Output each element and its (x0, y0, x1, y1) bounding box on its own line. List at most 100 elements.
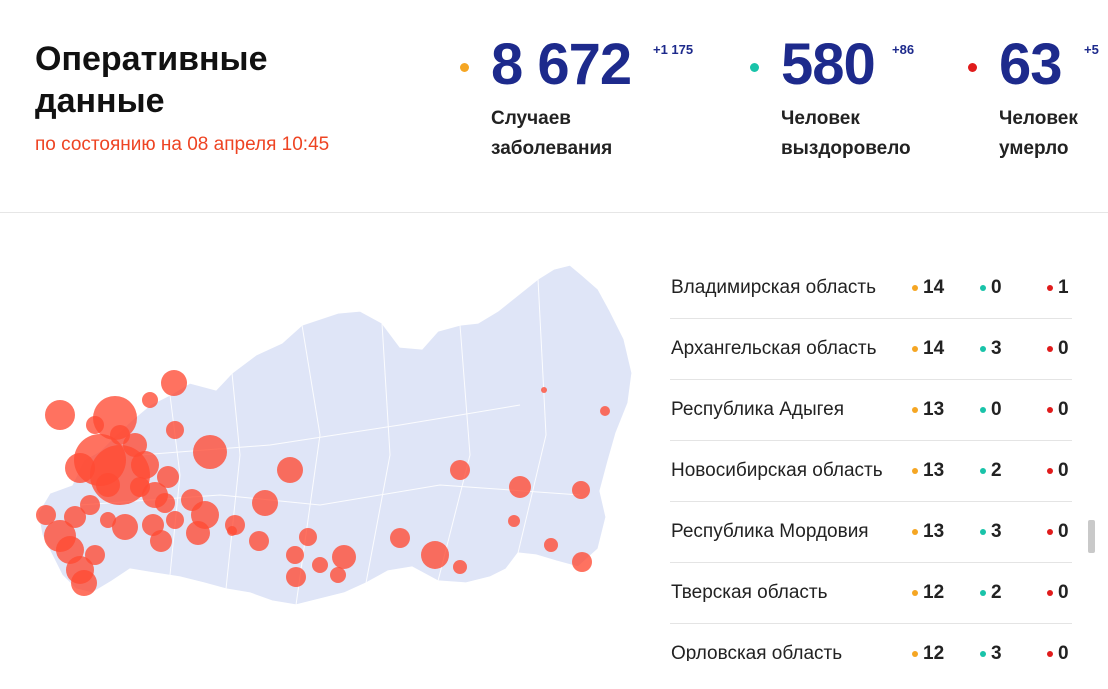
case-bubble[interactable] (286, 567, 306, 587)
deaths-cell: 0 (1047, 563, 1069, 623)
case-bubble[interactable] (166, 421, 184, 439)
case-bubble[interactable] (64, 506, 86, 528)
region-name: Архангельская область (671, 338, 877, 359)
table-row[interactable]: Орловская область 12 3 0 (670, 624, 1072, 661)
case-bubble[interactable] (142, 392, 158, 408)
recovered-dot-icon (980, 590, 986, 596)
case-bubble[interactable] (286, 546, 304, 564)
table-row[interactable]: Новосибирская область 13 2 0 (670, 441, 1072, 502)
case-bubble[interactable] (80, 495, 100, 515)
russia-cases-map[interactable] (20, 255, 650, 620)
case-bubble[interactable] (421, 541, 449, 569)
recovered-dot-icon (980, 468, 986, 474)
case-bubble[interactable] (227, 526, 237, 536)
cases-label-line2: заболевания (491, 138, 613, 159)
case-bubble[interactable] (186, 521, 210, 545)
deaths-dot-icon (1047, 468, 1053, 474)
recovered-delta: +86 (892, 42, 915, 57)
cases-cell: 14 (912, 258, 944, 318)
cases-dot-icon (912, 590, 918, 596)
case-bubble[interactable] (110, 425, 130, 445)
region-name: Республика Мордовия (671, 521, 869, 542)
case-bubble[interactable] (600, 406, 610, 416)
table-row[interactable]: Республика Мордовия 13 3 0 (670, 502, 1072, 563)
regions-table[interactable]: Владимирская область 14 0 1 Архангельска… (670, 258, 1072, 661)
recovered-dot-icon (980, 407, 986, 413)
deaths-dot-icon (1047, 285, 1053, 291)
cases-cell: 13 (912, 380, 944, 440)
case-bubble[interactable] (453, 560, 467, 574)
deaths-cell: 0 (1047, 502, 1069, 562)
cases-cell: 12 (912, 563, 944, 623)
cases-cell: 13 (912, 502, 944, 562)
case-bubble[interactable] (508, 515, 520, 527)
case-bubble[interactable] (332, 545, 356, 569)
case-bubble[interactable] (155, 493, 175, 513)
case-bubble[interactable] (572, 481, 590, 499)
recovered-dot-icon (980, 285, 986, 291)
header: Оперативные данные по состоянию на 08 ап… (0, 0, 1108, 213)
case-bubble[interactable] (390, 528, 410, 548)
case-bubble[interactable] (131, 451, 159, 479)
case-bubbles (36, 370, 610, 596)
case-bubble[interactable] (166, 511, 184, 529)
case-bubble[interactable] (299, 528, 317, 546)
case-bubble[interactable] (572, 552, 592, 572)
case-bubble[interactable] (544, 538, 558, 552)
recovered-dot-icon (980, 651, 986, 657)
deaths-label-line2: умерло (999, 138, 1069, 159)
deaths-dot-icon (1047, 346, 1053, 352)
cases-dot-icon (912, 407, 918, 413)
case-bubble[interactable] (112, 514, 138, 540)
cases-dot-icon (460, 63, 469, 72)
case-bubble[interactable] (130, 477, 150, 497)
case-bubble[interactable] (96, 473, 120, 497)
case-bubble[interactable] (86, 416, 104, 434)
case-bubble[interactable] (100, 512, 116, 528)
deaths-cell: 0 (1047, 319, 1069, 379)
region-name: Республика Адыгея (671, 399, 844, 420)
deaths-dot-icon (1047, 529, 1053, 535)
case-bubble[interactable] (36, 505, 56, 525)
recovered-cell: 0 (980, 380, 1002, 440)
deaths-delta: +5 (1084, 42, 1099, 57)
case-bubble[interactable] (193, 435, 227, 469)
cases-dot-icon (912, 651, 918, 657)
case-bubble[interactable] (71, 570, 97, 596)
case-bubble[interactable] (541, 387, 547, 393)
deaths-cell: 1 (1047, 258, 1069, 318)
deaths-dot-icon (1047, 407, 1053, 413)
table-row[interactable]: Архангельская область 14 3 0 (670, 319, 1072, 380)
recovered-count: 580 (781, 32, 876, 97)
recovered-cell: 2 (980, 563, 1002, 623)
recovered-dot-icon (750, 63, 759, 72)
table-row[interactable]: Владимирская область 14 0 1 (670, 258, 1072, 319)
case-bubble[interactable] (85, 545, 105, 565)
table-row[interactable]: Республика Адыгея 13 0 0 (670, 380, 1072, 441)
case-bubble[interactable] (249, 531, 269, 551)
case-bubble[interactable] (509, 476, 531, 498)
deaths-cell: 0 (1047, 441, 1069, 501)
cases-label-line1: Случаев (491, 108, 571, 129)
case-bubble[interactable] (277, 457, 303, 483)
cases-cell: 13 (912, 441, 944, 501)
case-bubble[interactable] (65, 453, 95, 483)
deaths-cell: 0 (1047, 624, 1069, 661)
case-bubble[interactable] (161, 370, 187, 396)
table-scrollbar[interactable] (1088, 520, 1095, 553)
case-bubble[interactable] (330, 567, 346, 583)
case-bubble[interactable] (150, 530, 172, 552)
case-bubble[interactable] (252, 490, 278, 516)
recovered-label-line1: Человек (781, 108, 860, 129)
case-bubble[interactable] (157, 466, 179, 488)
table-row[interactable]: Тверская область 12 2 0 (670, 563, 1072, 624)
region-name: Тверская область (671, 582, 828, 603)
case-bubble[interactable] (312, 557, 328, 573)
region-name: Владимирская область (671, 277, 876, 298)
case-bubble[interactable] (45, 400, 75, 430)
recovered-cell: 3 (980, 502, 1002, 562)
deaths-count: 63 (999, 32, 1063, 97)
case-bubble[interactable] (450, 460, 470, 480)
recovered-dot-icon (980, 346, 986, 352)
deaths-dot-icon (1047, 651, 1053, 657)
